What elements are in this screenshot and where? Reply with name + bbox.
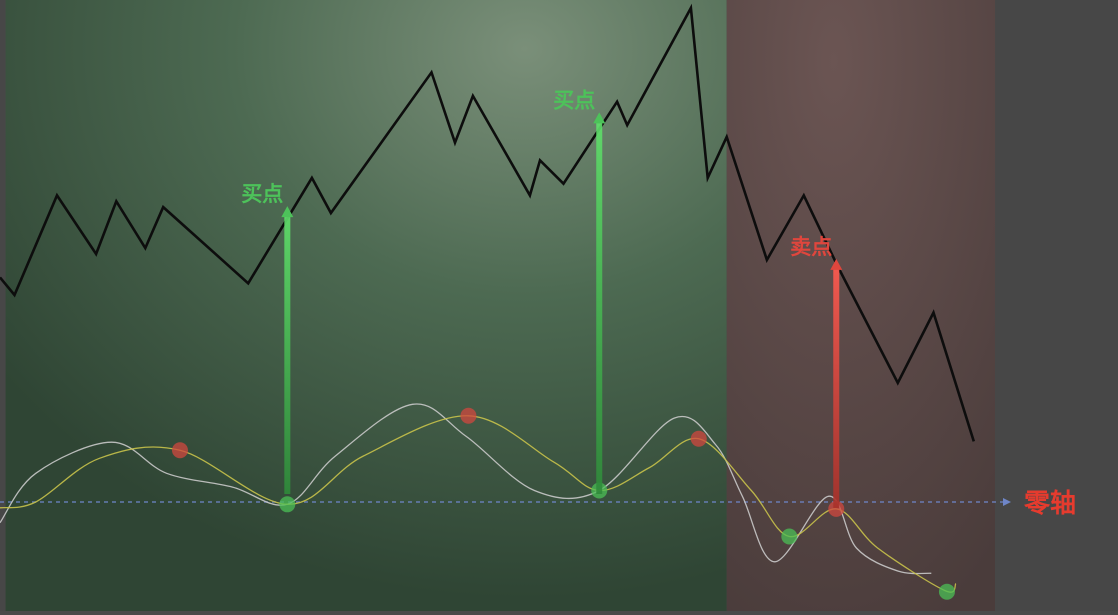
buy-signal-arrowhead	[593, 112, 606, 124]
buy-crossover-marker	[938, 583, 955, 600]
buy-crossover-marker	[781, 528, 798, 545]
zero-axis-label: 零轴	[1024, 489, 1076, 519]
sell-signal-label: 卖点	[790, 235, 832, 259]
sell-crossover-marker	[690, 430, 707, 447]
sell-signal-arrowhead	[830, 258, 843, 270]
sell-crossover-marker	[460, 407, 477, 424]
sell-signal-arrow-shaft	[833, 267, 840, 508]
bearish-zone	[726, 0, 996, 611]
sell-crossover-marker	[828, 500, 845, 517]
oscillator-fast-line	[0, 403, 932, 575]
buy-signal-label: 买点	[553, 88, 595, 112]
price-line	[0, 3, 976, 442]
buy-crossover-marker	[279, 496, 296, 513]
sell-crossover-marker	[171, 442, 188, 459]
buy-signal-arrowhead	[281, 206, 294, 218]
buy-signal-arrow-shaft	[596, 121, 603, 494]
buy-signal-label: 买点	[241, 182, 283, 206]
bullish-zone	[5, 0, 727, 611]
buy-signal-arrow-shaft	[284, 215, 291, 494]
zero-axis-arrowhead	[1003, 498, 1011, 506]
